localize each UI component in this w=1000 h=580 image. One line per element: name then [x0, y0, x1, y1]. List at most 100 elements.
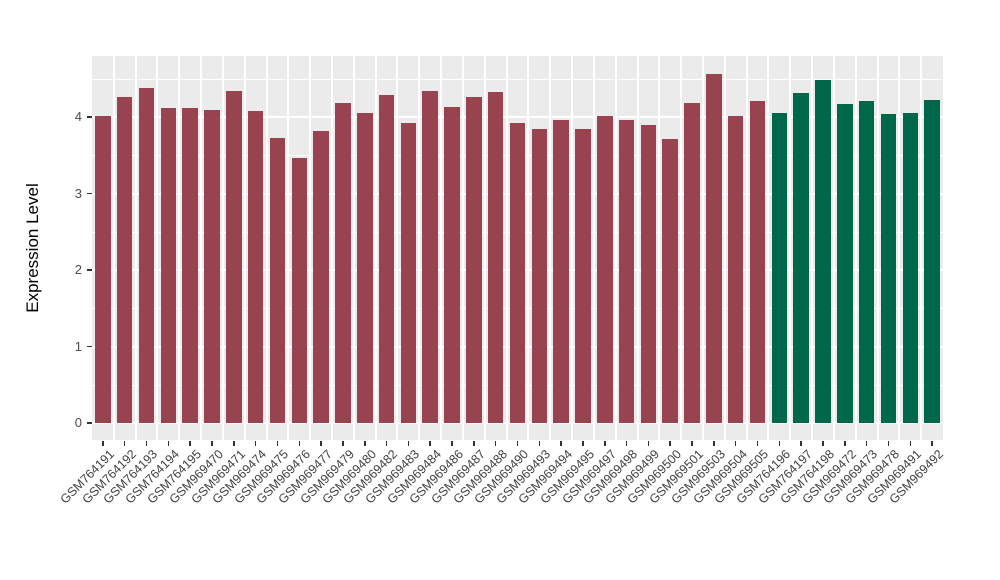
bar	[531, 128, 548, 424]
bar	[771, 113, 788, 424]
x-axis-tick	[778, 441, 781, 446]
x-axis-tick	[691, 441, 693, 446]
x-axis-tick	[844, 441, 846, 446]
gridline-v-minor	[374, 56, 377, 440]
bar	[444, 107, 460, 424]
gridline-v-minor	[571, 56, 574, 440]
x-axis-tick	[865, 441, 868, 446]
gridline-v-minor	[265, 56, 268, 440]
bar	[291, 157, 308, 424]
bar	[640, 124, 657, 424]
bar	[204, 109, 220, 424]
x-axis-tick	[756, 441, 759, 446]
x-axis-tick	[254, 441, 257, 446]
bar	[357, 113, 373, 424]
bar	[597, 115, 613, 424]
bar	[247, 111, 264, 424]
x-axis-tick	[429, 441, 431, 446]
y-tick-label: 0	[74, 415, 82, 431]
gridline-v-minor	[876, 56, 879, 440]
bar	[553, 120, 569, 424]
gridline-v-minor	[287, 56, 290, 440]
x-axis-tick	[604, 441, 606, 446]
gridline-v-minor	[723, 56, 726, 440]
gridline-v-minor	[767, 56, 770, 440]
x-axis-tick	[385, 441, 388, 446]
plot-panel	[92, 56, 943, 440]
gridline-v-minor	[418, 56, 421, 440]
x-axis-tick	[276, 441, 279, 446]
gridline-v-minor	[461, 56, 464, 440]
x-axis-tick	[494, 441, 497, 446]
gridline-v-minor	[920, 56, 923, 440]
x-axis-tick	[451, 441, 453, 446]
gridline-v-minor	[832, 56, 835, 440]
x-axis-tick	[145, 441, 148, 446]
x-axis-tick	[364, 441, 366, 446]
bar	[727, 115, 744, 424]
bar	[182, 108, 198, 424]
gridline-v-minor	[156, 56, 159, 440]
x-axis-tick	[625, 441, 628, 446]
x-axis-tick	[211, 441, 213, 446]
gridline-v-minor	[745, 56, 748, 440]
gridline-major	[92, 116, 943, 119]
x-axis-tick	[473, 441, 475, 446]
x-axis-tick	[167, 441, 170, 446]
gridline-v-minor	[636, 56, 639, 440]
gridline-v-minor	[854, 56, 857, 440]
bar	[662, 139, 678, 424]
gridline-major	[92, 422, 943, 425]
gridline-v-minor	[112, 56, 115, 440]
gridline-v-minor	[396, 56, 399, 440]
x-axis-tick	[320, 441, 322, 446]
gridline-v-minor	[658, 56, 661, 440]
bar	[858, 101, 875, 424]
bar	[400, 123, 417, 424]
bar	[269, 137, 286, 424]
bar	[618, 120, 635, 424]
bar	[313, 130, 329, 424]
gridline-v-minor	[592, 56, 595, 440]
y-axis-tick	[86, 422, 92, 424]
gridline-v-minor	[483, 56, 486, 440]
x-axis-tick	[298, 441, 301, 446]
gridline-v-minor	[309, 56, 312, 440]
y-axis-tick	[86, 345, 92, 348]
bar	[466, 96, 482, 424]
y-tick-label: 4	[74, 109, 82, 125]
x-axis-tick	[734, 441, 737, 446]
gridline-v-minor	[680, 56, 683, 440]
gridline-v-minor	[701, 56, 704, 440]
x-axis-tick	[407, 441, 410, 446]
gridline-v-minor	[243, 56, 246, 440]
x-axis-tick	[713, 441, 715, 446]
gridline-v-minor	[789, 56, 792, 440]
gridline-v-minor	[331, 56, 334, 440]
gridline-v-minor	[134, 56, 137, 440]
x-axis-tick	[800, 441, 802, 446]
bar	[706, 73, 722, 424]
x-axis-tick	[123, 441, 126, 446]
x-axis-tick	[516, 441, 519, 446]
bar	[226, 91, 242, 424]
gridline-v-minor	[440, 56, 443, 440]
bar	[749, 101, 766, 424]
bar	[116, 97, 133, 424]
y-axis-tick	[86, 192, 92, 195]
x-axis-tick	[560, 441, 562, 446]
y-axis-tick	[86, 269, 92, 271]
y-tick-label: 1	[74, 338, 82, 354]
x-axis-tick	[647, 441, 650, 446]
gridline-v-minor	[221, 56, 224, 440]
bar	[378, 95, 395, 424]
x-axis-tick	[909, 441, 912, 446]
bar	[902, 113, 919, 424]
bar	[924, 99, 940, 424]
y-axis-title: Expression Level	[23, 183, 42, 313]
x-axis-tick	[887, 441, 890, 446]
bar	[815, 80, 831, 424]
gridline-v-minor	[527, 56, 530, 440]
y-axis-tick	[86, 116, 92, 118]
x-axis-tick	[669, 441, 671, 446]
